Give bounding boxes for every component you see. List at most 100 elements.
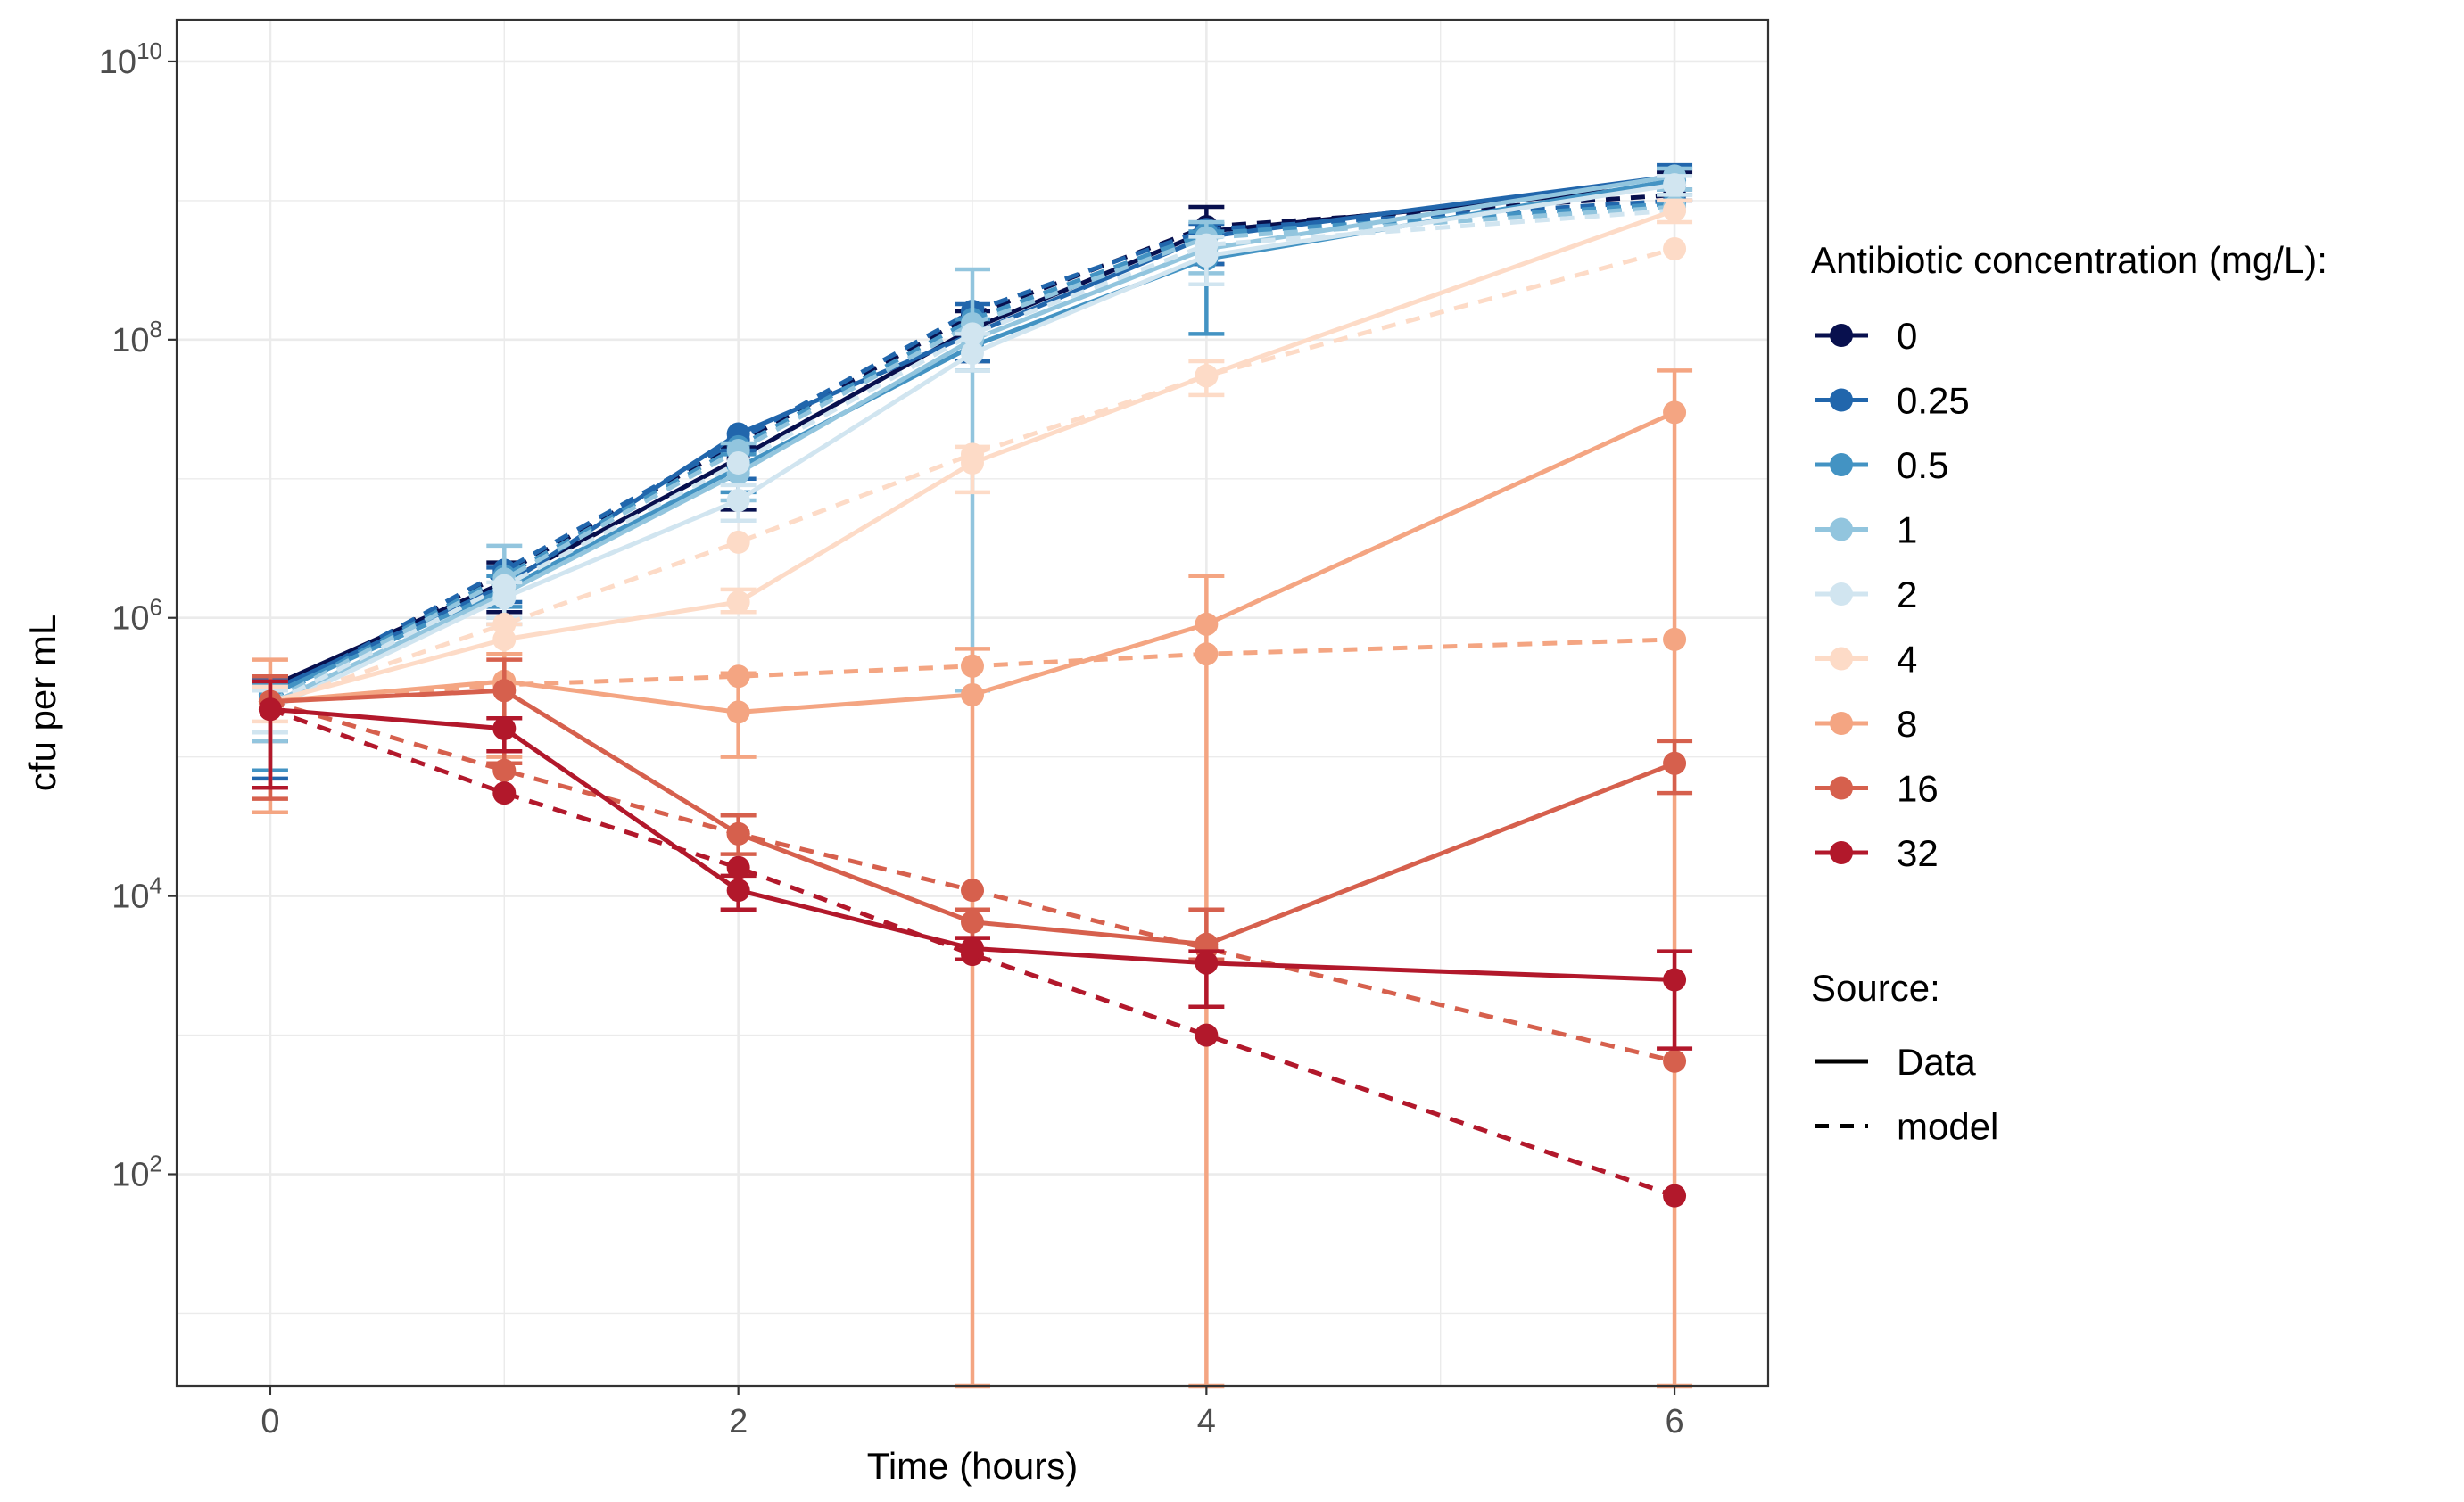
data-point [1663, 173, 1687, 197]
legend-key-point [1830, 841, 1853, 864]
data-point [961, 451, 984, 475]
model-point [1663, 1049, 1687, 1073]
legend-item-8: 8 [1815, 703, 1917, 745]
legend-label: 4 [1897, 639, 1917, 681]
panel-border [175, 18, 1770, 1388]
x-tick-label: 0 [260, 1403, 279, 1440]
model-line [269, 699, 1675, 1064]
model-point [1663, 236, 1687, 260]
model-point [726, 855, 750, 879]
model-line [269, 637, 1675, 705]
series-32 [252, 679, 1693, 1208]
legend-source-title: Source: [1811, 967, 1940, 1009]
x-tick-label: 2 [729, 1403, 748, 1440]
legend-item-32: 32 [1815, 832, 1939, 874]
legend-key-point [1830, 582, 1853, 606]
model-line [269, 706, 1675, 1199]
legend-source-model: model [1815, 1106, 1998, 1148]
data-line [269, 182, 1675, 712]
data-point [961, 937, 984, 961]
data-point [726, 488, 750, 512]
data-point [258, 697, 282, 722]
y-tick-label: 108 [112, 316, 162, 359]
data-line [269, 208, 1675, 705]
legend-label: 0 [1897, 315, 1917, 357]
legend-item-2: 2 [1815, 574, 1917, 615]
y-axis-title: cfu per mL [21, 615, 63, 791]
legend-label: model [1897, 1106, 1998, 1148]
model-point [1663, 627, 1687, 651]
legend-color-title: Antibiotic concentration (mg/L): [1811, 239, 2328, 281]
data-point [961, 341, 984, 365]
data-point [1195, 612, 1219, 636]
legend-label: 2 [1897, 574, 1917, 615]
model-point [1195, 1023, 1219, 1047]
data-line [269, 706, 1675, 983]
legend-label: 0.25 [1897, 380, 1970, 422]
data-line [269, 173, 1675, 706]
legend: Antibiotic concentration (mg/L): 0 0.25 0.5… [1811, 239, 2328, 1148]
model-point [726, 664, 750, 689]
legend-key-point [1830, 517, 1853, 541]
data-line [269, 688, 1675, 947]
model-point [492, 758, 517, 782]
data-point [1663, 400, 1687, 425]
x-tick-label: 4 [1197, 1403, 1216, 1440]
legend-label: 0.5 [1897, 444, 1948, 486]
model-line [269, 192, 1675, 697]
data-point [961, 910, 984, 934]
y-tick-label: 104 [112, 872, 162, 916]
data-point [726, 879, 750, 903]
legend-item-4: 4 [1815, 639, 1917, 681]
model-point [961, 654, 984, 678]
legend-key-point [1830, 776, 1853, 800]
model-point [961, 879, 984, 903]
legend-label: Data [1897, 1041, 1976, 1083]
legend-item-0.25: 0.25 [1815, 380, 1970, 422]
data-point [726, 700, 750, 724]
legend-label: 16 [1897, 768, 1939, 810]
data-point [1663, 198, 1687, 222]
legend-label: 32 [1897, 832, 1939, 874]
model-line [269, 204, 1675, 704]
y-tick-label: 106 [112, 594, 162, 638]
model-point [1195, 642, 1219, 666]
legend-source-data: Data [1815, 1041, 1976, 1083]
model-point [961, 322, 984, 346]
legend-item-0: 0 [1815, 315, 1917, 357]
x-axis-title: Time (hours) [867, 1445, 1078, 1487]
model-line [269, 208, 1675, 706]
legend-item-1: 1 [1815, 509, 1917, 551]
model-point [1663, 1184, 1687, 1208]
legend-key-point [1830, 647, 1853, 671]
data-point [1663, 751, 1687, 775]
data-point [492, 627, 517, 651]
y-tick-label: 102 [112, 1151, 162, 1194]
model-point [726, 451, 750, 475]
data-point [1195, 951, 1219, 975]
y-tick-label: 1010 [99, 37, 162, 81]
axis-layer: 0 2 4 6 102 104 106 108 1010 [99, 37, 1684, 1440]
data-point [726, 590, 750, 614]
legend-label: 1 [1897, 509, 1917, 551]
model-line [269, 201, 1675, 702]
model-point [492, 781, 517, 805]
legend-key-point [1830, 712, 1853, 735]
data-point [961, 682, 984, 706]
data-point [1195, 364, 1219, 388]
data-line [269, 410, 1676, 714]
data-point [492, 679, 517, 703]
legend-label: 8 [1897, 703, 1917, 745]
model-line [269, 246, 1675, 706]
data-point [1195, 243, 1219, 268]
legend-item-16: 16 [1815, 768, 1939, 810]
legend-key-point [1830, 388, 1853, 412]
legend-key-point [1830, 453, 1853, 476]
x-tick-label: 6 [1665, 1403, 1683, 1440]
data-point [726, 821, 750, 846]
series-layer [252, 162, 1693, 1389]
legend-key-point [1830, 324, 1853, 347]
data-point [1663, 968, 1687, 992]
data-point [492, 716, 517, 740]
